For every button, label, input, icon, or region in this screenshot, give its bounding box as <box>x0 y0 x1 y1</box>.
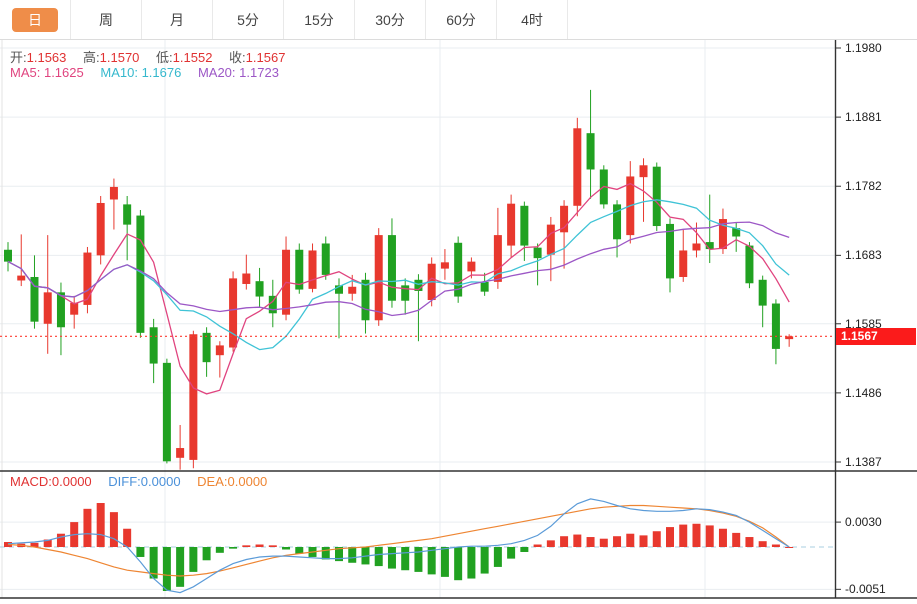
ma10-label: MA10: <box>100 65 138 80</box>
tab-month[interactable]: 月 <box>142 0 213 39</box>
close-value: 1.1567 <box>245 50 286 65</box>
tab-30min[interactable]: 30分 <box>355 0 426 39</box>
tab-60min-label: 60分 <box>446 11 476 28</box>
diff-label: DIFF: <box>108 474 141 489</box>
tab-month-label: 月 <box>170 11 184 28</box>
tab-day-label: 日 <box>12 7 58 32</box>
low-value: 1.1552 <box>172 50 213 65</box>
price-axis-label: 1.1683 <box>845 248 882 262</box>
price-axis-label: 1.1585 <box>845 317 882 331</box>
tab-60min[interactable]: 60分 <box>426 0 497 39</box>
close-label: 收: <box>229 50 246 65</box>
ma-legend: MA5: 1.1625 MA10: 1.1676 MA20: 1.1723 <box>10 65 292 80</box>
ma20-label: MA20: <box>197 65 236 80</box>
price-axis-label: 1.1486 <box>845 386 882 400</box>
timeframe-tab-bar: 日 周 月 5分 15分 30分 60分 4时 <box>0 0 917 40</box>
price-axis-label: 1.1782 <box>845 179 882 193</box>
tab-5min[interactable]: 5分 <box>213 0 284 39</box>
macd-label: MACD: <box>10 474 52 489</box>
dea-label: DEA: <box>197 474 228 489</box>
macd-legend: MACD:0.0000 DIFF:0.0000 DEA:0.0000 <box>10 474 280 489</box>
ma5-label: MA5: <box>10 65 41 80</box>
tab-week[interactable]: 周 <box>71 0 142 39</box>
tab-30min-label: 30分 <box>375 11 405 28</box>
tab-5min-label: 5分 <box>237 11 259 28</box>
ohlc-legend: 开:1.1563 高:1.1570 低:1.1552 收:1.1567 <box>10 47 298 66</box>
current-price-badge: 1.1567 <box>836 328 916 345</box>
tab-15min-label: 15分 <box>304 11 334 28</box>
ma10-value: 1.1676 <box>141 65 182 80</box>
tab-15min[interactable]: 15分 <box>284 0 355 39</box>
price-axis-label: 1.1980 <box>845 41 882 55</box>
open-label: 开: <box>10 50 27 65</box>
dea-value: 0.0000 <box>227 474 268 489</box>
macd-axis-label: 0.0030 <box>845 515 882 529</box>
tab-day[interactable]: 日 <box>0 0 71 39</box>
low-label: 低: <box>156 50 173 65</box>
open-value: 1.1563 <box>26 50 67 65</box>
price-axis-label: 1.1881 <box>845 110 882 124</box>
high-label: 高: <box>83 50 100 65</box>
macd-value: 0.0000 <box>51 474 92 489</box>
tab-4hour-label: 4时 <box>521 11 543 28</box>
macd-axis-label: -0.0051 <box>845 582 886 596</box>
high-value: 1.1570 <box>99 50 140 65</box>
ma5-value: 1.1625 <box>43 65 84 80</box>
tab-week-label: 周 <box>99 11 113 28</box>
tab-4hour[interactable]: 4时 <box>497 0 568 39</box>
price-axis-label: 1.1387 <box>845 455 882 469</box>
candlestick-chart-canvas[interactable] <box>0 40 917 604</box>
ma20-value: 1.1723 <box>239 65 279 80</box>
diff-value: 0.0000 <box>140 474 181 489</box>
